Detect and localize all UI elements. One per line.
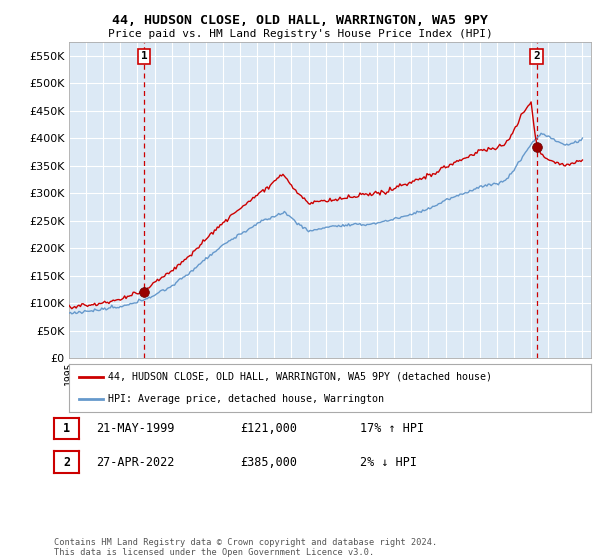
Text: 27-APR-2022: 27-APR-2022 [96,455,175,469]
Text: £385,000: £385,000 [240,455,297,469]
Text: Contains HM Land Registry data © Crown copyright and database right 2024.
This d: Contains HM Land Registry data © Crown c… [54,538,437,557]
Text: £121,000: £121,000 [240,422,297,435]
Text: 2% ↓ HPI: 2% ↓ HPI [360,455,417,469]
Text: 17% ↑ HPI: 17% ↑ HPI [360,422,424,435]
Text: 44, HUDSON CLOSE, OLD HALL, WARRINGTON, WA5 9PY: 44, HUDSON CLOSE, OLD HALL, WARRINGTON, … [112,14,488,27]
Text: 2: 2 [533,52,540,62]
Text: 1: 1 [63,422,70,435]
Text: 1: 1 [140,52,148,62]
Text: 44, HUDSON CLOSE, OLD HALL, WARRINGTON, WA5 9PY (detached house): 44, HUDSON CLOSE, OLD HALL, WARRINGTON, … [108,372,492,382]
Text: 21-MAY-1999: 21-MAY-1999 [96,422,175,435]
Text: 2: 2 [63,455,70,469]
Text: HPI: Average price, detached house, Warrington: HPI: Average price, detached house, Warr… [108,394,384,404]
Text: Price paid vs. HM Land Registry's House Price Index (HPI): Price paid vs. HM Land Registry's House … [107,29,493,39]
